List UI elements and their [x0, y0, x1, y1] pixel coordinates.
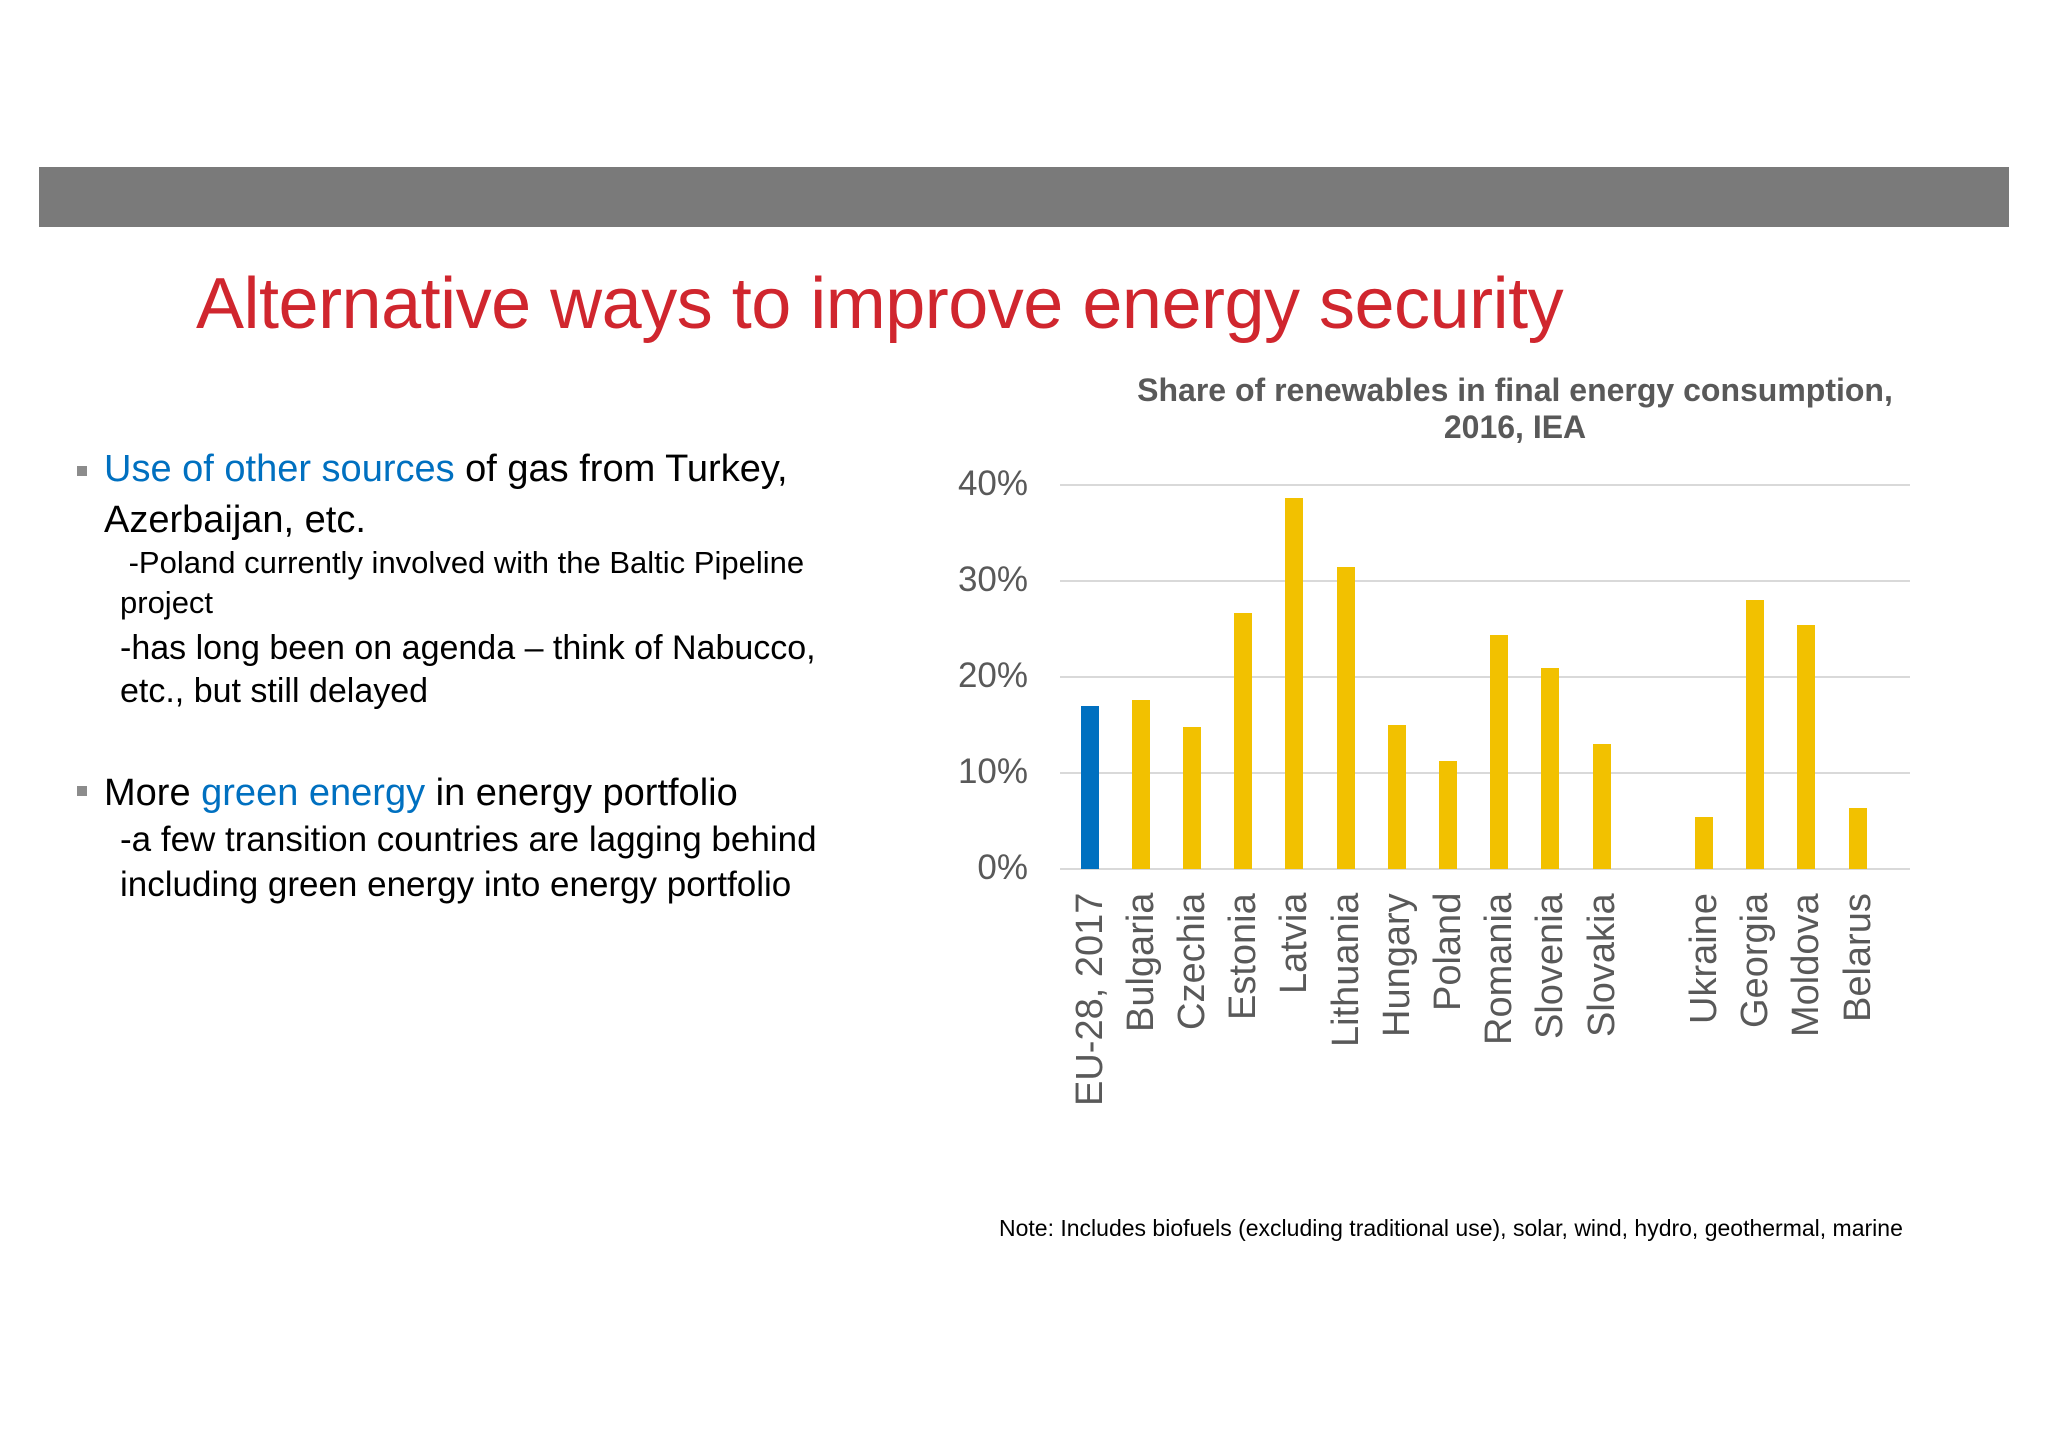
gridline-10	[1060, 772, 1910, 774]
bar-estonia	[1234, 612, 1253, 869]
bullet-square-icon	[77, 786, 87, 796]
x-label: Georgia	[1734, 892, 1777, 1028]
x-label: Estonia	[1222, 893, 1265, 1020]
y-tick-40: 40%	[957, 464, 1028, 503]
x-label: Belarus	[1836, 893, 1879, 1022]
bar-ukraine	[1695, 817, 1713, 869]
bullet-2-text-after: in energy portfolio	[425, 772, 738, 814]
chart-title-line-2: 2016, IEA	[1443, 409, 1587, 445]
bullet-1-line-2: Azerbaijan, etc.	[104, 499, 366, 541]
x-label: EU-28, 2017	[1068, 892, 1111, 1106]
gridline-20	[1060, 676, 1910, 678]
chart-title-line-1: Share of renewables in final energy cons…	[1137, 372, 1893, 408]
bar-czechia	[1183, 726, 1201, 869]
x-label: Moldova	[1785, 893, 1828, 1037]
bullet-2-line-1: More green energy in energy portfolio	[104, 767, 738, 819]
x-label: Ukraine	[1683, 893, 1725, 1024]
bar-slovenia	[1541, 668, 1560, 869]
bullet-1-accent: Use of other sources	[104, 448, 455, 490]
chart-note: Note: Includes biofuels (excluding tradi…	[999, 1215, 1903, 1241]
x-label: Hungary	[1375, 893, 1418, 1037]
bullet-1-sub-1-line-1: -Poland currently involved with the Balt…	[120, 545, 805, 580]
bullet-1-sub-2-line-2: etc., but still delayed	[120, 672, 429, 710]
gridline-30	[1060, 580, 1910, 582]
header-bar	[39, 167, 2009, 227]
bar-bulgaria	[1131, 700, 1150, 869]
bullet-1-text: of gas from Turkey,	[454, 448, 788, 490]
x-label: Slovakia	[1580, 893, 1623, 1037]
slide-title: Alternative ways to improve energy secur…	[196, 264, 1564, 344]
x-label: Lithuania	[1324, 892, 1367, 1047]
bar-lithuania	[1336, 566, 1355, 869]
bullet-1-sub-2-line-1: -has long been on agenda – think of Nabu…	[120, 629, 816, 667]
x-label: Slovenia	[1529, 893, 1572, 1039]
bullet-1-line-1: Use of other sources of gas from Turkey,	[104, 443, 788, 495]
x-label: Poland	[1427, 892, 1469, 1011]
bar-poland	[1439, 760, 1457, 869]
x-label: Romania	[1478, 892, 1521, 1045]
bar-slovakia	[1592, 744, 1611, 869]
bullet-2-sub-1-line-1: -a few transition countries are lagging …	[120, 820, 817, 859]
x-label: Latvia	[1273, 892, 1316, 994]
y-tick-10: 10%	[957, 752, 1028, 791]
y-tick-20: 20%	[957, 656, 1028, 695]
bar-hungary	[1387, 725, 1406, 869]
x-axis-line	[1060, 868, 1910, 870]
bar-latvia	[1285, 498, 1304, 869]
bullet-1-sub-1-line-2: project	[120, 585, 214, 620]
bar-georgia	[1746, 600, 1765, 869]
x-label: Bulgaria	[1119, 892, 1162, 1032]
y-tick-30: 30%	[957, 560, 1028, 599]
bullet-2-text-before: More	[104, 772, 202, 814]
bullet-2-accent: green energy	[201, 772, 426, 814]
bar-belarus	[1848, 807, 1867, 869]
bar-eu-28-2017	[1080, 705, 1099, 869]
bullet-2-sub-1-line-2: including green energy into energy portf…	[120, 865, 792, 904]
x-label: Czechia	[1171, 892, 1213, 1030]
gridline-40	[1060, 484, 1910, 486]
chart-title: Share of renewables in final energy cons…	[1080, 372, 1950, 446]
bar-moldova	[1797, 625, 1816, 869]
bullet-square-icon	[77, 466, 87, 476]
y-tick-0: 0%	[977, 848, 1028, 887]
bar-romania	[1490, 634, 1509, 869]
